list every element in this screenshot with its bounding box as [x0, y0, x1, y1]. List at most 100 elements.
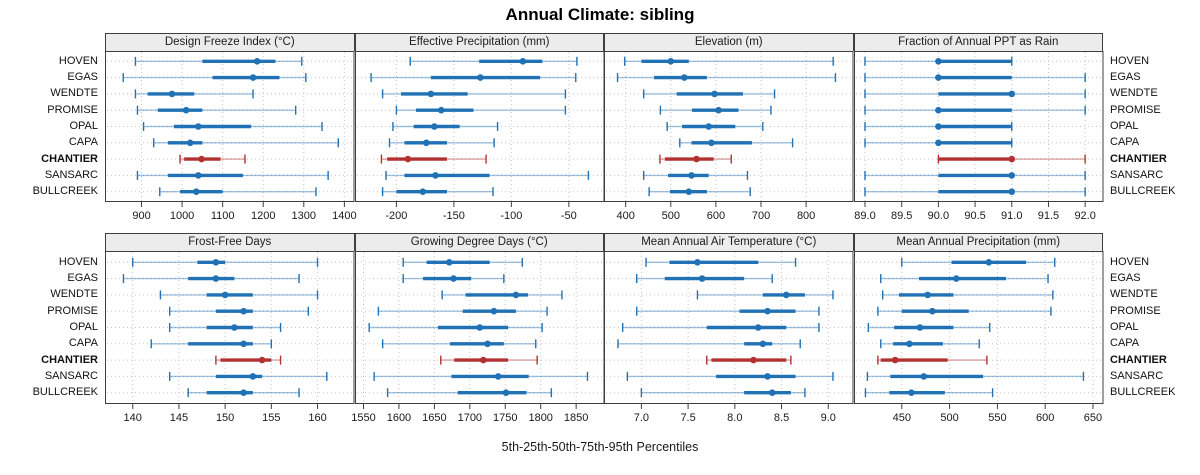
- median-dot: [479, 356, 487, 364]
- axis-tick-label: 400: [616, 210, 634, 222]
- median-dot: [694, 259, 701, 266]
- whisker-row-wendte: [863, 89, 1086, 99]
- site-label-bullcreek: BULLCREEK: [1110, 185, 1176, 198]
- axis-tick-label: 91.0: [1001, 210, 1022, 222]
- median-dot: [923, 291, 931, 299]
- axis-tick-label: 600: [1036, 412, 1054, 424]
- axis-tick-label: 89.0: [854, 210, 875, 222]
- whisker-row-bullcreek: [187, 388, 300, 398]
- whisker-row-sansarc: [136, 170, 329, 180]
- axis-tick-label: 900: [132, 210, 150, 222]
- site-label-capa: CAPA: [68, 337, 98, 350]
- axis-tick-label: 500: [940, 412, 958, 424]
- panel-header: Design Freeze Index (°C): [105, 33, 355, 51]
- whisker-row-capa: [679, 138, 794, 148]
- axis-tick-label: 9.0: [821, 412, 836, 424]
- whisker-row-promise: [659, 105, 772, 115]
- median-dot: [1007, 172, 1015, 179]
- median-dot: [253, 58, 261, 65]
- whisker-row-opal: [666, 122, 764, 131]
- whisker-row-opal: [863, 122, 1012, 131]
- median-dot: [502, 389, 509, 396]
- whisker-row-bullcreek: [386, 388, 552, 398]
- site-label-egas: EGAS: [67, 71, 98, 84]
- panel-border: [105, 51, 355, 202]
- whisker-row-chantier: [439, 355, 538, 365]
- site-label-wendte: WENDTE: [50, 288, 98, 301]
- whisker-row-wendte: [696, 290, 834, 300]
- whisker-row-bullcreek: [159, 187, 317, 197]
- median-dot: [693, 155, 700, 163]
- panel-border: [105, 251, 355, 404]
- whisker-row-sansarc: [168, 371, 328, 381]
- whisker-row-wendte: [159, 290, 319, 300]
- whisker-row-hoven: [134, 56, 303, 66]
- median-dot: [1007, 90, 1015, 98]
- panel-header: Effective Precipitation (mm): [354, 33, 604, 51]
- axis-tick-label: 1200: [251, 210, 275, 222]
- site-label-wendte: WENDTE: [50, 87, 98, 100]
- site-label-opal: OPAL: [69, 321, 98, 333]
- axis-tick-label: 89.5: [890, 210, 911, 222]
- whisker-row-chantier: [659, 154, 732, 164]
- panel-plot: -200 -150 -100 -50: [354, 51, 604, 222]
- panel-border: [853, 51, 1103, 202]
- whisker-row-wendte: [440, 290, 563, 300]
- panel-border: [354, 51, 604, 202]
- whisker-row-opal: [142, 122, 323, 131]
- median-dot: [182, 106, 190, 114]
- axis-tick-label: -50: [560, 210, 576, 222]
- site-label-bullcreek: BULLCREEK: [32, 185, 98, 198]
- site-label-egas: EGAS: [1110, 272, 1141, 285]
- median-dot: [715, 106, 722, 114]
- median-dot: [934, 123, 942, 130]
- median-dot: [708, 139, 715, 147]
- axis-tick-label: 1400: [332, 210, 356, 222]
- panel-border: [604, 251, 854, 404]
- whisker-row-chantier: [179, 154, 246, 164]
- panel-border: [604, 51, 854, 202]
- panel-plot: 7.0 7.5 8.0 8.5 9.0: [604, 251, 854, 424]
- whisker-row-promise: [168, 306, 309, 316]
- panel-plot: 450 500 550 600 650: [853, 251, 1103, 424]
- median-dot: [928, 307, 936, 315]
- whisker-row-capa: [617, 339, 801, 349]
- whisker-row-egas: [863, 73, 1086, 83]
- median-dot: [705, 123, 712, 130]
- whisker-row-bullcreek: [864, 388, 993, 398]
- axis-tick-label: 1750: [493, 412, 517, 424]
- whisker-row-promise: [636, 306, 820, 316]
- site-label-chantier: CHANTIER: [41, 353, 98, 366]
- site-label-sansarc: SANSARC: [1110, 168, 1164, 181]
- whisker-row-egas: [122, 73, 307, 83]
- whisker-row-wendte: [381, 89, 566, 99]
- median-dot: [688, 172, 695, 179]
- axis-tick-label: 1850: [563, 412, 587, 424]
- panel-header: Elevation (m): [604, 33, 854, 51]
- panel-plot: 89.0 89.5 90.0 90.5 91.0 91.5 92.0: [853, 51, 1103, 222]
- axis-tick-label: 1550: [351, 412, 375, 424]
- median-dot: [168, 90, 176, 98]
- panel-plot: 400 500 600 700 800: [604, 51, 854, 222]
- site-label-bullcreek: BULLCREEK: [32, 386, 98, 399]
- axis-tick-label: 90.5: [964, 210, 985, 222]
- median-dot: [240, 307, 247, 315]
- whisker-row-egas: [616, 73, 837, 83]
- site-label-promise: PROMISE: [1110, 304, 1161, 317]
- axis-tick-label: 1000: [170, 210, 194, 222]
- median-dot: [186, 139, 194, 147]
- panel-header: Mean Annual Precipitation (mm): [853, 233, 1103, 251]
- site-label-wendte: WENDTE: [1110, 288, 1158, 301]
- median-dot: [445, 259, 453, 266]
- whisker-row-capa: [381, 339, 536, 349]
- site-label-egas: EGAS: [1110, 71, 1141, 84]
- site-label-chantier: CHANTIER: [1110, 152, 1167, 165]
- median-dot: [685, 188, 693, 195]
- median-dot: [754, 324, 762, 331]
- whisker-row-hoven: [132, 257, 319, 267]
- median-dot: [240, 340, 247, 348]
- median-dot: [759, 340, 767, 348]
- whisker-row-sansarc: [626, 371, 834, 381]
- whisker-row-egas: [401, 274, 505, 284]
